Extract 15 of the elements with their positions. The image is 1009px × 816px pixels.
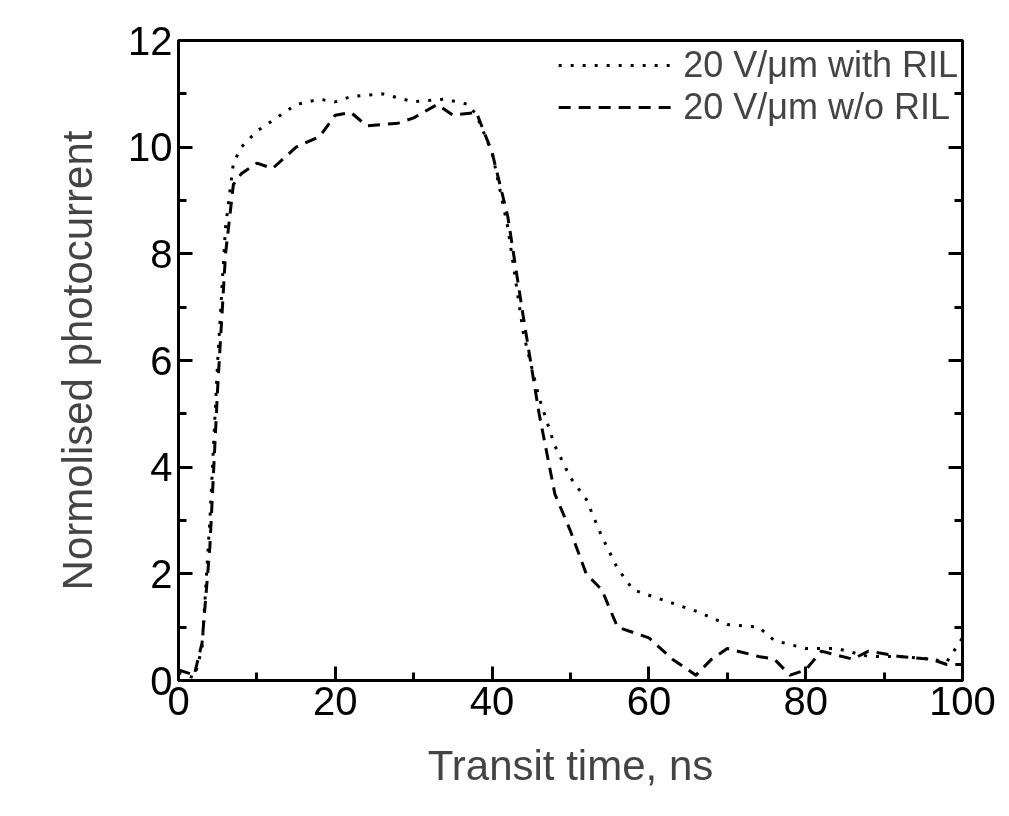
y-tick-label: 6 [150, 338, 173, 383]
x-tick-label: 60 [626, 678, 672, 723]
x-tick-label: 20 [313, 678, 358, 723]
y-tick-label: 2 [150, 551, 173, 596]
legend-label: 20 V/μm with RIL [683, 44, 958, 86]
y-tick-label: 10 [128, 125, 173, 170]
x-tick-label: 80 [783, 678, 828, 723]
y-tick-label: 4 [150, 445, 173, 490]
x-tick-label: 40 [469, 678, 515, 723]
y-tick-label: 8 [150, 231, 173, 276]
y-axis-title: Normolised photocurrent [54, 130, 102, 591]
y-tick-label: 12 [128, 18, 173, 63]
legend-label: 20 V/μm w/o RIL [683, 86, 950, 128]
x-axis-title: Transit time, ns [427, 741, 714, 789]
x-tick-label: 100 [929, 678, 996, 723]
